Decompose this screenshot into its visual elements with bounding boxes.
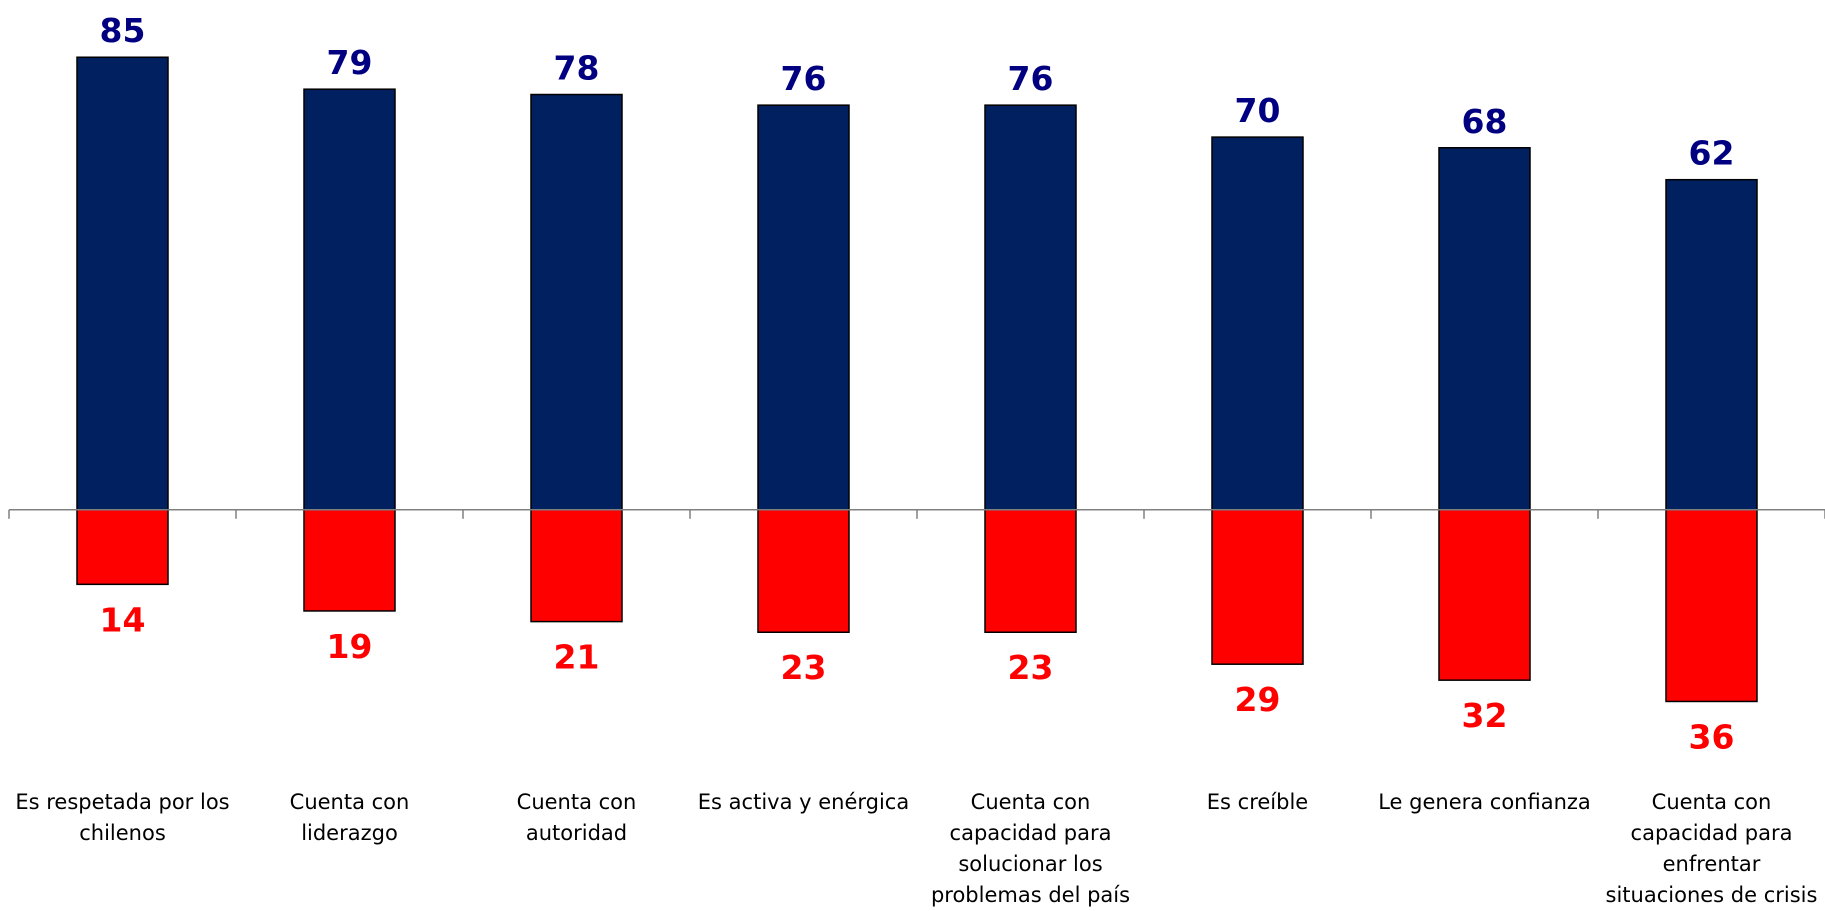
value-label: 76: [1008, 59, 1054, 98]
value-label: 14: [100, 600, 146, 639]
bar: [1665, 178, 1758, 511]
value-label: 23: [1008, 648, 1054, 687]
value-label: 29: [1235, 680, 1281, 719]
bar: [76, 509, 169, 586]
x-tick-label: Le genera confianza: [1378, 790, 1591, 814]
value-label: 19: [327, 627, 373, 666]
value-label: 36: [1689, 717, 1735, 756]
x-tick-label: Cuenta con capacidad para enfrentar situ…: [1605, 790, 1818, 907]
bar: [984, 509, 1077, 633]
value-label: 23: [781, 648, 827, 687]
bar: [76, 56, 169, 511]
bar: [1665, 509, 1758, 703]
bar: [1438, 509, 1531, 681]
value-label: 21: [554, 638, 600, 677]
bar: [757, 104, 850, 511]
value-label: 76: [781, 59, 827, 98]
bar: [303, 88, 396, 511]
x-tick-label: Cuenta con capacidad para solucionar los…: [930, 790, 1131, 907]
value-label: 79: [327, 43, 373, 82]
value-label: 78: [554, 49, 600, 88]
bar: [530, 509, 623, 623]
x-tick-label: Es activa y enérgica: [697, 790, 910, 814]
x-tick-label: Cuenta con autoridad: [516, 790, 637, 845]
value-label: 68: [1462, 102, 1508, 141]
value-label: 32: [1462, 696, 1508, 735]
bar: [530, 93, 623, 511]
bar: [757, 509, 850, 633]
bar: [303, 509, 396, 612]
x-tick-label: Es creíble: [1206, 790, 1309, 814]
value-label: 70: [1235, 91, 1281, 130]
value-label: 62: [1689, 134, 1735, 173]
bar: [984, 104, 1077, 511]
value-label: 85: [100, 11, 146, 50]
x-tick-label: Cuenta con liderazgo: [289, 790, 410, 845]
bar: [1211, 509, 1304, 665]
x-tick-label: Es respetada por los chilenos: [15, 790, 230, 845]
bar: [1438, 147, 1531, 511]
bar: [1211, 136, 1304, 511]
